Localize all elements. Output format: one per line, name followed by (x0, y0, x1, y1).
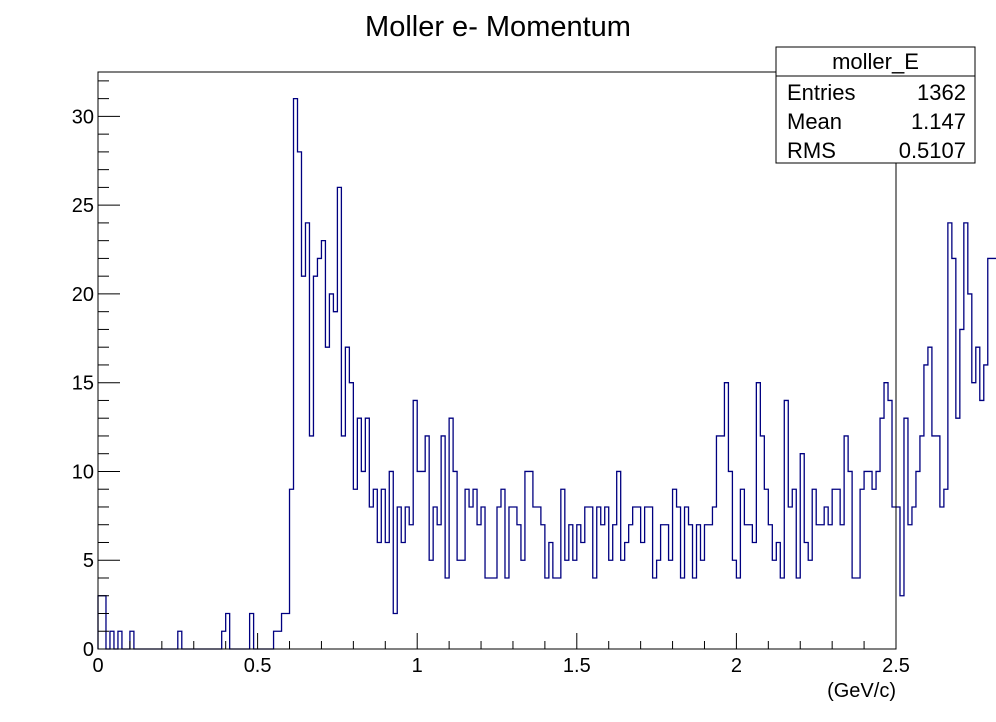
histogram-series-line (97, 97, 996, 650)
stats-value-entries: 1362 (917, 80, 966, 105)
x-tick-label: 1 (412, 655, 423, 677)
x-axis-label: (GeV/c) (827, 680, 896, 702)
x-tick-label: 2.5 (882, 655, 910, 677)
stats-box-frame (775, 46, 976, 164)
y-tick-label: 0 (83, 639, 94, 661)
x-axis: 0 0.5 1 1.5 2 2.5 (92, 633, 910, 677)
chart-title: Moller e- Momentum (365, 11, 631, 43)
plot-frame (97, 71, 897, 650)
x-tick-label: 2 (731, 655, 742, 677)
stats-label-mean: Mean (787, 109, 842, 134)
x-tick-label: 0 (92, 655, 103, 677)
y-axis: 0 5 10 15 20 25 30 (72, 80, 120, 661)
stats-value-mean: 1.147 (911, 109, 966, 134)
y-tick-label: 15 (72, 373, 94, 395)
y-tick-label: 30 (72, 106, 94, 128)
y-tick-label: 25 (72, 195, 94, 217)
x-tick-label: 0.5 (244, 655, 272, 677)
stats-value-rms: 0.5107 (899, 138, 966, 163)
y-tick-label: 20 (72, 284, 94, 306)
y-tick-label: 5 (83, 550, 94, 572)
x-tick-label: 1.5 (563, 655, 591, 677)
stats-label-entries: Entries (787, 80, 855, 105)
stats-box-name: moller_E (832, 49, 919, 74)
stats-box: moller_E Entries 1362 Mean 1.147 RMS 0.5… (775, 46, 976, 164)
stats-label-rms: RMS (787, 138, 836, 163)
y-tick-label: 10 (72, 461, 94, 483)
